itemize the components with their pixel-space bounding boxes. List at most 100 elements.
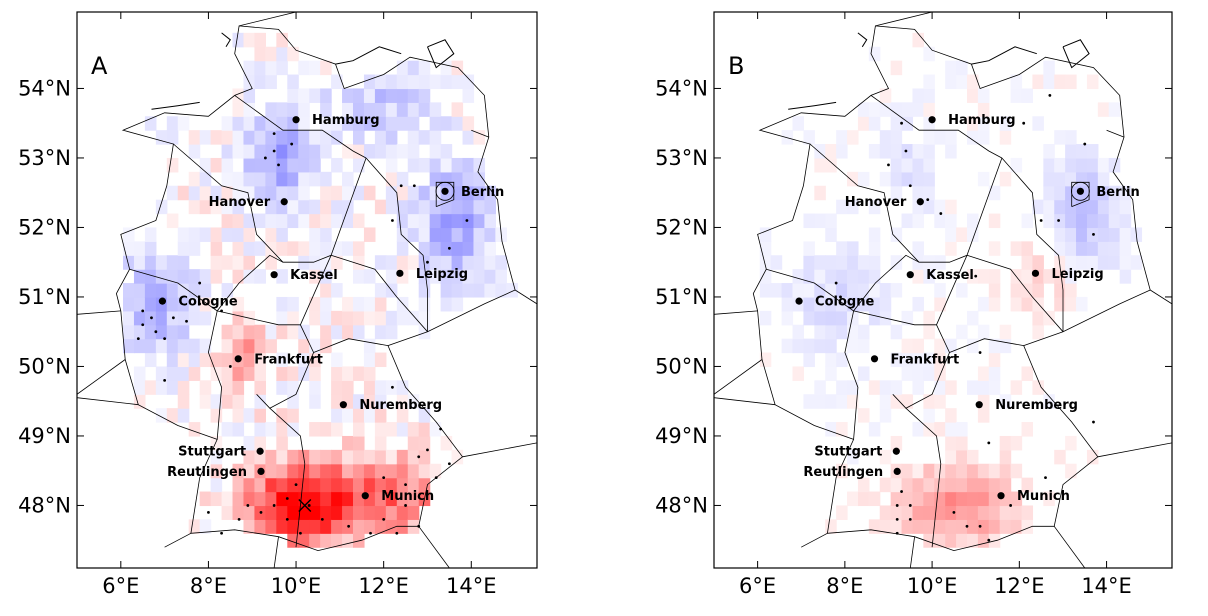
anomaly-cell	[221, 213, 234, 229]
anomaly-cell	[945, 505, 957, 520]
anomaly-cell	[1108, 213, 1121, 229]
anomaly-cell	[912, 199, 924, 215]
anomaly-cell	[177, 185, 190, 201]
anomaly-cell	[912, 213, 924, 229]
anomaly-cell	[396, 227, 409, 242]
anomaly-cell	[298, 130, 310, 145]
anomaly-cell	[923, 157, 935, 173]
anomaly-cell	[451, 60, 464, 76]
anomaly-cell	[440, 144, 453, 159]
anomaly-cell	[901, 366, 914, 381]
anomaly-cell	[342, 477, 354, 493]
anomaly-cell	[385, 144, 398, 159]
anomaly-cell	[1065, 130, 1077, 145]
city-marker	[339, 401, 347, 409]
anomaly-cell	[144, 296, 157, 312]
anomaly-cell	[199, 199, 212, 215]
anomaly-cell	[1010, 283, 1023, 298]
anomaly-cell	[265, 505, 277, 520]
anomaly-cell	[287, 463, 299, 479]
anomaly-cell	[934, 296, 946, 312]
anomaly-cell	[232, 477, 245, 493]
anomaly-cell	[857, 269, 870, 284]
anomaly-cell	[418, 283, 431, 298]
anomaly-cell	[407, 102, 420, 117]
anomaly-cell	[966, 533, 979, 548]
anomaly-cell	[188, 269, 201, 284]
anomaly-cell	[254, 519, 266, 534]
anomaly-cell	[934, 283, 946, 298]
anomaly-cell	[1097, 213, 1110, 229]
anomaly-cell	[814, 255, 826, 270]
anomaly-cell	[123, 338, 135, 354]
anomaly-cell	[232, 227, 245, 242]
anomaly-cell	[857, 477, 870, 493]
station-dot	[220, 531, 223, 535]
anomaly-cell	[374, 519, 387, 534]
anomaly-cell	[363, 394, 376, 409]
anomaly-cell	[1065, 74, 1077, 90]
anomaly-cell	[901, 505, 914, 520]
anomaly-cell	[232, 422, 245, 437]
anomaly-cell	[177, 269, 190, 284]
anomaly-cell	[440, 213, 453, 229]
anomaly-cell	[934, 491, 946, 507]
anomaly-cell	[342, 213, 354, 229]
anomaly-cell	[1010, 491, 1023, 507]
anomaly-cell	[836, 269, 848, 284]
anomaly-cell	[857, 255, 870, 270]
anomaly-cell	[298, 60, 310, 76]
anomaly-cell	[473, 283, 486, 298]
anomaly-cell	[188, 422, 201, 437]
anomaly-cell	[342, 310, 354, 326]
anomaly-cell	[1097, 171, 1110, 187]
anomaly-cell	[232, 130, 245, 145]
anomaly-cell	[265, 255, 277, 270]
panel-label: A	[91, 52, 108, 80]
anomaly-cell	[484, 255, 496, 270]
anomaly-cell	[363, 366, 376, 381]
anomaly-cell	[385, 477, 398, 493]
city-label-reutlingen: Reutlingen	[803, 465, 883, 480]
anomaly-cell	[243, 338, 256, 354]
anomaly-cell	[923, 366, 935, 381]
anomaly-cell	[363, 477, 376, 493]
anomaly-cell	[144, 269, 157, 284]
anomaly-cell	[396, 394, 409, 409]
anomaly-cell	[407, 435, 420, 451]
anomaly-cell	[977, 463, 990, 479]
anomaly-cell	[287, 130, 299, 145]
anomaly-cell	[276, 310, 288, 326]
anomaly-cell	[879, 505, 892, 520]
anomaly-cell	[309, 519, 321, 534]
anomaly-cell	[363, 185, 376, 201]
anomaly-cell	[254, 157, 266, 173]
anomaly-cell	[309, 505, 321, 520]
anomaly-cell	[418, 185, 431, 201]
anomaly-cell	[1054, 241, 1066, 256]
anomaly-cell	[1086, 241, 1099, 256]
anomaly-cell	[221, 199, 234, 215]
anomaly-cell	[1065, 435, 1077, 451]
state-border	[471, 129, 489, 138]
anomaly-cell	[385, 519, 398, 534]
station-dot	[391, 219, 394, 222]
anomaly-cell	[396, 185, 409, 201]
anomaly-cell	[309, 241, 321, 256]
anomaly-cell	[265, 449, 277, 465]
anomaly-cell	[912, 380, 924, 395]
anomaly-cell	[1130, 255, 1143, 270]
anomaly-cell	[320, 171, 332, 187]
anomaly-cell	[945, 213, 957, 229]
anomaly-cell	[144, 241, 157, 256]
anomaly-cell	[1076, 213, 1088, 229]
anomaly-cell	[1010, 435, 1023, 451]
anomaly-cell	[429, 157, 442, 173]
anomaly-cell	[199, 227, 212, 242]
station-dot	[1057, 219, 1060, 222]
anomaly-cell	[1032, 255, 1044, 270]
anomaly-cell	[396, 213, 409, 229]
anomaly-cell	[945, 241, 957, 256]
anomaly-cell	[836, 130, 848, 145]
anomaly-cell	[825, 227, 837, 242]
